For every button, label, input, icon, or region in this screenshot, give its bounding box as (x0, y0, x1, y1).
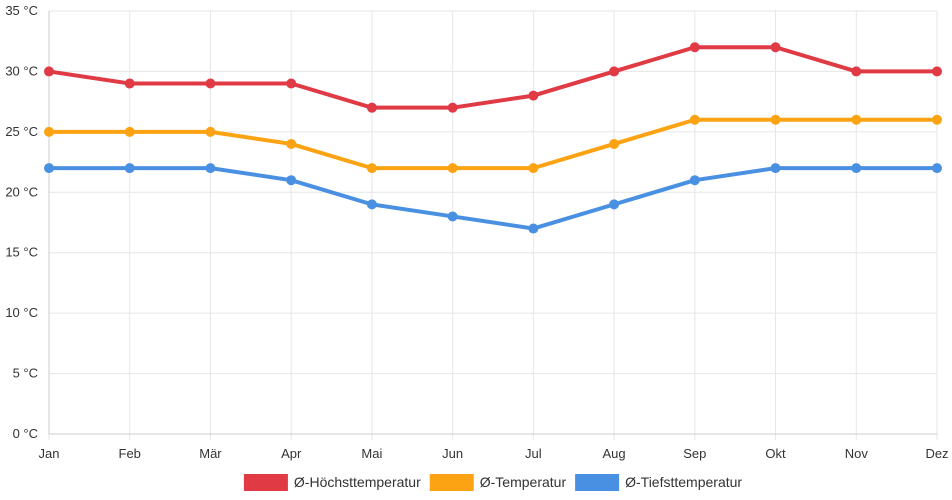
data-point[interactable] (689, 42, 700, 53)
x-tick-label: Aug (603, 446, 626, 461)
data-point[interactable] (124, 163, 135, 174)
y-tick-label: 20 °C (5, 184, 38, 199)
grid-lines (48, 10, 938, 440)
data-point[interactable] (366, 163, 377, 174)
series-2 (44, 114, 942, 174)
data-point[interactable] (124, 78, 135, 89)
data-point[interactable] (447, 211, 458, 222)
x-tick-label: Feb (119, 446, 141, 461)
data-point[interactable] (124, 126, 135, 137)
legend-item[interactable]: Ø-Tiefsttemperatur (575, 474, 742, 491)
series-1 (44, 42, 942, 113)
data-point[interactable] (689, 175, 700, 186)
series-line (47, 117, 939, 171)
data-point[interactable] (528, 163, 539, 174)
data-point[interactable] (528, 223, 539, 234)
legend-label: Ø-Temperatur (480, 474, 567, 490)
data-point[interactable] (528, 90, 539, 101)
x-tick-label: Dez (925, 446, 948, 461)
x-tick-label: Apr (281, 446, 302, 461)
data-point[interactable] (851, 66, 862, 77)
data-point[interactable] (770, 163, 781, 174)
data-point[interactable] (286, 138, 297, 149)
legend-item[interactable]: Ø-Temperatur (429, 474, 567, 491)
legend-swatch (429, 474, 474, 491)
data-point[interactable] (770, 42, 781, 53)
data-point[interactable] (205, 78, 216, 89)
data-point[interactable] (44, 66, 54, 77)
data-point[interactable] (205, 163, 216, 174)
y-tick-label: 5 °C (13, 366, 38, 381)
data-point[interactable] (44, 163, 54, 174)
x-tick-label: Mai (361, 446, 382, 461)
data-point[interactable] (689, 114, 700, 125)
legend-item[interactable]: Ø-Höchsttemperatur (243, 474, 421, 491)
data-point[interactable] (851, 163, 862, 174)
data-point[interactable] (286, 175, 297, 186)
series-3 (44, 163, 942, 234)
series-line (47, 45, 939, 110)
legend-label: Ø-Tiefsttemperatur (625, 474, 742, 490)
x-tick-label: Okt (765, 446, 786, 461)
y-tick-label: 25 °C (5, 124, 38, 139)
legend-swatch (575, 474, 620, 491)
x-tick-label: Sep (683, 446, 706, 461)
data-point[interactable] (366, 199, 377, 210)
data-point[interactable] (447, 102, 458, 113)
data-point[interactable] (609, 199, 620, 210)
x-tick-label: Jan (39, 446, 60, 461)
data-point[interactable] (932, 66, 942, 77)
data-point[interactable] (286, 78, 297, 89)
y-axis: 0 °C 5 °C 10 °C 15 °C 20 °C 25 °C 30 °C 35 °C (5, 3, 50, 441)
y-tick-label: 10 °C (5, 305, 38, 320)
y-tick-label: 0 °C (13, 426, 38, 441)
y-tick-label: 35 °C (5, 3, 38, 18)
x-tick-label: Jun (442, 446, 463, 461)
series-line (47, 166, 939, 231)
data-point[interactable] (205, 126, 216, 137)
legend-label: Ø-Höchsttemperatur (294, 474, 421, 490)
legend-swatch (243, 474, 288, 491)
data-point[interactable] (609, 138, 620, 149)
data-point[interactable] (851, 114, 862, 125)
x-tick-label: Nov (845, 446, 869, 461)
x-tick-label: Jul (525, 446, 542, 461)
data-point[interactable] (44, 126, 54, 137)
x-tick-label: Mär (199, 446, 222, 461)
y-tick-label: 15 °C (5, 245, 38, 260)
legend[interactable]: Ø-Höchsttemperatur Ø-Temperatur Ø-Tiefstte… (243, 474, 742, 491)
data-point[interactable] (932, 163, 942, 174)
data-point[interactable] (932, 114, 942, 125)
data-point[interactable] (447, 163, 458, 174)
x-axis: Jan Feb Mär Apr Mai Jun Jul Aug Sep Okt Nov Dez (39, 433, 949, 461)
series-group (44, 42, 942, 234)
data-point[interactable] (366, 102, 377, 113)
y-tick-label: 30 °C (5, 63, 38, 78)
data-point[interactable] (609, 66, 620, 77)
data-point[interactable] (770, 114, 781, 125)
